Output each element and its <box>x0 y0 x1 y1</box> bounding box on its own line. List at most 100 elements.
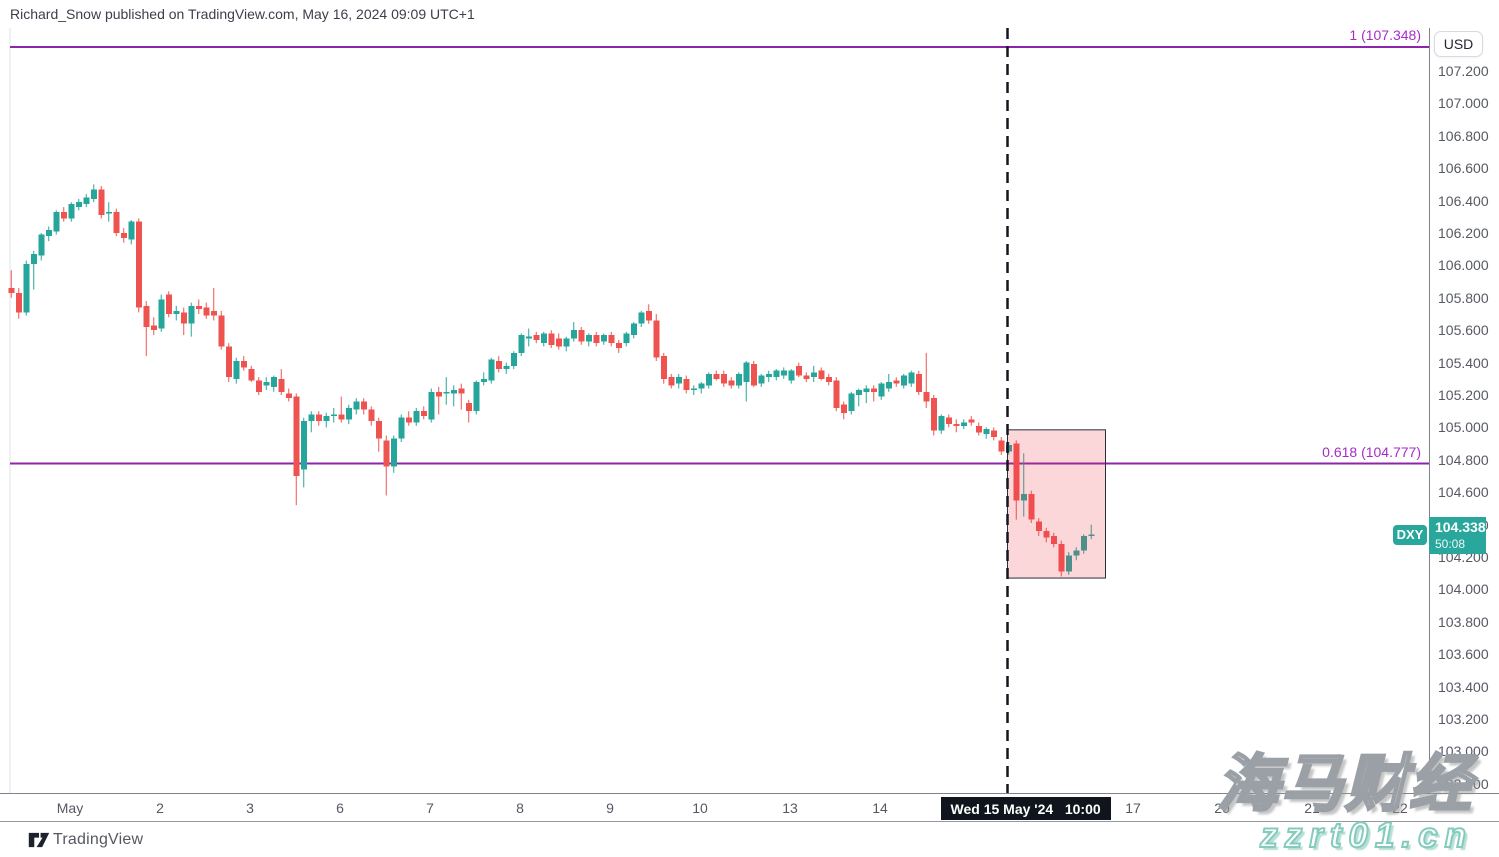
candle-body <box>638 312 645 324</box>
candle-body <box>1035 521 1042 532</box>
candle-body <box>833 380 840 408</box>
candle-body <box>233 360 240 379</box>
candle-body <box>323 416 330 421</box>
candle-body <box>855 390 862 395</box>
price-axis[interactable]: 107.200 107.000 106.800 106.600 106.400 106.2… <box>1429 28 1499 822</box>
candle-body <box>863 388 870 392</box>
candle-body <box>593 335 600 344</box>
candle-body <box>758 375 765 384</box>
price-tick: 106.600 <box>1438 160 1489 177</box>
price-tick: 105.400 <box>1438 354 1489 371</box>
price-tick: 106.400 <box>1438 192 1489 209</box>
candle-body <box>143 305 150 327</box>
candle-body <box>473 382 480 412</box>
candle-body <box>563 338 570 347</box>
candle-body <box>293 396 300 476</box>
candle-body <box>645 310 652 321</box>
highlight-box[interactable] <box>1007 429 1106 579</box>
candle-body <box>998 440 1005 452</box>
candle-body <box>278 378 285 392</box>
candle-body <box>1058 544 1065 572</box>
time-tick: May <box>56 800 84 816</box>
candle-body <box>510 352 517 366</box>
candle-body <box>818 370 825 379</box>
candle-body <box>953 424 960 426</box>
currency-toggle-button[interactable]: USD <box>1434 31 1483 57</box>
candle-body <box>660 356 667 379</box>
candle-body <box>728 380 735 386</box>
candle-body <box>1080 535 1087 551</box>
candle-body <box>480 378 487 383</box>
price-tick: 102.800 <box>1438 775 1489 792</box>
time-tick: 7 <box>426 800 434 816</box>
candle-body <box>300 420 307 470</box>
candle-body <box>180 312 187 324</box>
candle-body <box>683 378 690 391</box>
price-tick: 103.800 <box>1438 613 1489 630</box>
candle-body <box>540 333 547 344</box>
candle-body <box>885 382 892 389</box>
last-price-value: 104.338 <box>1435 518 1486 535</box>
price-tick: 106.000 <box>1438 257 1489 274</box>
candle-body <box>765 373 772 378</box>
candle-body <box>1013 443 1020 501</box>
time-tick: 22 <box>1392 800 1408 816</box>
candle-body <box>368 409 375 421</box>
candle-body <box>195 305 202 310</box>
candle-body <box>210 310 217 316</box>
candle-body <box>990 430 997 438</box>
candle-body <box>503 365 510 370</box>
price-tick: 103.000 <box>1438 743 1489 760</box>
candle-body <box>1073 550 1080 556</box>
candle-body <box>1028 493 1035 520</box>
fib-level-1-label: 1 (107.348) <box>1349 27 1421 44</box>
candle-body <box>578 330 585 342</box>
candle-body <box>968 419 975 423</box>
candle-body <box>263 382 270 386</box>
bar-countdown: 50:08 <box>1435 536 1466 551</box>
time-axis[interactable]: Wed 15 May '24 10:00 May 2 3 6 7 8 9 10 13 14 17 20… <box>0 793 1499 822</box>
candle-body <box>743 362 750 383</box>
candle-body <box>788 370 795 381</box>
candle-body <box>900 375 907 386</box>
candle-body <box>420 411 427 417</box>
candle-body <box>810 372 817 378</box>
candle-body <box>983 429 990 434</box>
time-tick: 2 <box>156 800 164 816</box>
publish-byline: Richard_Snow published on TradingView.co… <box>10 6 475 22</box>
price-tick: 105.200 <box>1438 387 1489 403</box>
price-tick: 107.000 <box>1438 95 1489 112</box>
candle-body <box>188 305 195 324</box>
candle-body <box>548 333 555 345</box>
candle-body <box>533 335 540 340</box>
candle-body <box>930 398 937 431</box>
candle-body <box>630 323 637 336</box>
candle-body <box>585 335 592 342</box>
candle-body <box>375 420 382 439</box>
candle-series <box>8 184 1095 577</box>
price-tick: 105.000 <box>1438 419 1489 436</box>
candle-body <box>495 360 502 370</box>
price-tick: 103.200 <box>1438 711 1489 727</box>
candle-body <box>773 370 780 378</box>
candle-body <box>555 338 562 347</box>
candle-body <box>1050 535 1057 545</box>
tradingview-brand-text[interactable]: TradingView <box>53 831 144 848</box>
candle-body <box>623 333 630 344</box>
candle-body <box>383 440 390 467</box>
symbol-price-tag: DXY <box>1393 524 1427 545</box>
candle-body <box>450 390 457 394</box>
candle-body <box>173 310 180 314</box>
candle-body <box>848 393 855 412</box>
candle-body <box>90 189 97 199</box>
tradingview-logo-icon[interactable] <box>28 830 50 850</box>
candle-body <box>435 391 442 397</box>
candle-body <box>878 383 885 397</box>
candle-body <box>600 335 607 342</box>
price-tick: 103.400 <box>1438 678 1489 695</box>
candle-body <box>60 211 67 219</box>
candle-body <box>390 438 397 467</box>
candle-body <box>413 411 420 423</box>
candle-body <box>675 377 682 384</box>
